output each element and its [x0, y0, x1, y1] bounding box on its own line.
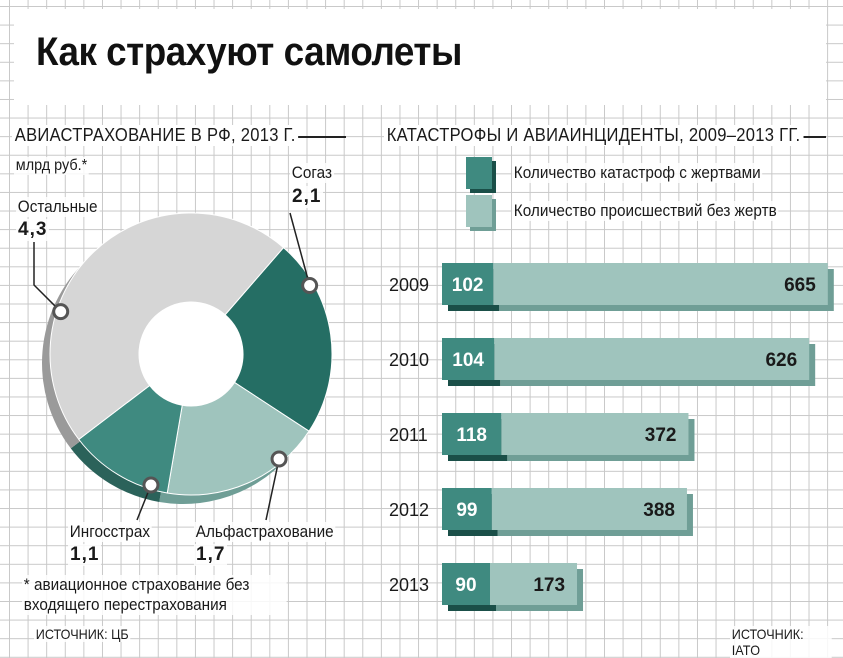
slice-value-ingosstrakh: 1,1 [68, 544, 102, 566]
legend-label-fatal: Количество катастроф с жертвами [512, 163, 763, 183]
slice-marker-3 [52, 303, 70, 321]
leader-line-2 [136, 484, 152, 521]
bar-value-nonfatal-2013: 173 [533, 575, 565, 596]
bar-shadow-fatal-2010 [448, 344, 501, 386]
slice-marker-2 [142, 476, 160, 494]
bar-nonfatal-2012 [491, 488, 687, 530]
page-title: Как страхуют самолеты [36, 30, 462, 74]
footnote: * авиационное страхование без входящего … [22, 575, 287, 615]
slice-marker-1 [270, 450, 288, 468]
bar-value-fatal-2012: 99 [456, 500, 477, 521]
bar-shadow-nonfatal-2013 [496, 569, 584, 611]
legend-swatch-fatal [466, 157, 492, 189]
bar-chart-title: КАТАСТРОФЫ И АВИАИНЦИДЕНТЫ, 2009–2013 ГГ… [384, 125, 804, 146]
donut-slice-shadow-0 [217, 256, 324, 441]
leader-line-0 [289, 212, 311, 286]
bar-shadow-fatal-2011 [448, 419, 508, 461]
donut-slice-shadow-2 [70, 394, 175, 502]
bar-nonfatal-2010 [494, 338, 810, 380]
source-right: ИСТОЧНИК: IATO [730, 626, 832, 658]
bar-shadow-fatal-2013 [448, 569, 496, 611]
bar-value-nonfatal-2010: 626 [765, 350, 797, 371]
bar-fatal-2011 [442, 413, 502, 455]
leader-line-1 [265, 458, 280, 521]
slice-label-ingosstrakh: Ингосстрах [68, 522, 152, 542]
year-label-2010: 2010 [389, 350, 429, 370]
bar-value-fatal-2013: 90 [455, 575, 476, 596]
year-label-2011: 2011 [389, 425, 428, 445]
bar-value-fatal-2009: 102 [452, 275, 484, 296]
bar-shadow-nonfatal-2010 [500, 344, 816, 386]
donut-hole [139, 302, 243, 406]
bar-value-nonfatal-2012: 388 [643, 500, 675, 521]
donut-slice-3 [49, 212, 285, 441]
bar-shadow-nonfatal-2012 [497, 494, 693, 536]
slice-value-ostalnye: 4,3 [16, 219, 50, 241]
bar-fatal-2013 [442, 563, 490, 605]
bar-value-nonfatal-2009: 665 [784, 275, 816, 296]
year-label-2013: 2013 [389, 575, 429, 595]
source-left: ИСТОЧНИК: ЦБ [34, 626, 131, 642]
slice-value-alfastrakhovanie: 1,7 [194, 544, 228, 566]
donut-slice-shadow-1 [159, 391, 302, 504]
leader-line-3 [33, 242, 62, 313]
pie-chart-title: АВИАСТРАХОВАНИЕ В РФ, 2013 Г. [12, 125, 299, 146]
donut-slice-shadow-3 [41, 221, 276, 449]
year-label-2009: 2009 [389, 275, 429, 295]
bar-shadow-fatal-2009 [448, 269, 500, 311]
slice-marker-0 [301, 277, 319, 294]
bar-shadow-fatal-2012 [448, 494, 498, 536]
bar-value-fatal-2010: 104 [452, 350, 484, 371]
bar-nonfatal-2013 [490, 563, 578, 605]
legend-swatch-nonfatal [466, 195, 492, 227]
bar-nonfatal-2009 [493, 263, 828, 305]
slice-value-sogaz: 2,1 [290, 186, 324, 208]
pie-unit-label: млрд руб.* [14, 157, 90, 175]
title-box [14, 9, 826, 105]
slice-label-sogaz: Согаз [290, 163, 334, 183]
bar-shadow-nonfatal-2009 [499, 269, 834, 311]
bar-nonfatal-2011 [501, 413, 689, 455]
bar-fatal-2012 [442, 488, 492, 530]
slice-label-alfastrakhovanie: Альфастрахование [194, 522, 336, 542]
slice-label-ostalnye: Остальные [16, 197, 100, 217]
donut-slice-2 [78, 384, 183, 494]
donut-slice-0 [224, 246, 333, 432]
bar-fatal-2009 [442, 263, 494, 305]
bar-value-nonfatal-2011: 372 [645, 425, 677, 446]
legend-label-nonfatal: Количество происшествий без жертв [512, 201, 779, 221]
bar-shadow-nonfatal-2011 [507, 419, 695, 461]
bar-value-fatal-2011: 118 [456, 425, 487, 446]
year-label-2012: 2012 [389, 500, 429, 520]
donut-slice-1 [166, 381, 310, 496]
bar-fatal-2010 [442, 338, 495, 380]
